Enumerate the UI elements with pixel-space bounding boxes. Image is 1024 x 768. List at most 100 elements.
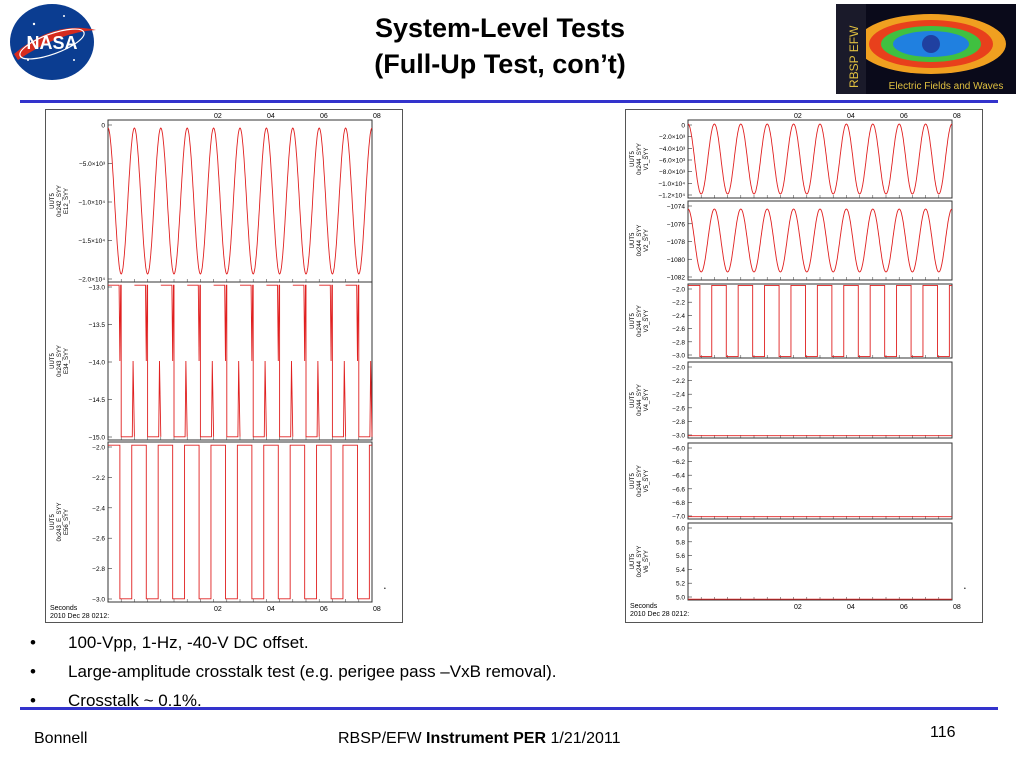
plot-panel: −13.0 −13.5 −14.0 −14.5 −15.0 UUT5 0x243_SYY E3… — [50, 281, 373, 442]
y-tick-label: −3.0 — [92, 597, 105, 604]
y-tick-label: −8.0×10³ — [659, 169, 686, 176]
y-axis-label: 0x243_E_SYY — [57, 502, 63, 541]
y-tick-label: −1076 — [667, 221, 686, 228]
panel-frame — [687, 200, 953, 281]
y-tick-label: −2.6 — [672, 405, 685, 412]
footer-date: 1/21/2011 — [546, 730, 621, 747]
y-axis-label: 0x244_SYY — [637, 465, 643, 497]
y-tick-label: −2.8 — [672, 339, 685, 346]
panel-frame — [687, 119, 953, 199]
panel-frame — [107, 119, 373, 283]
y-axis-label: UUT5 — [630, 473, 636, 489]
y-tick-label: −14.5 — [89, 397, 106, 404]
y-axis-label: UUT5 — [50, 193, 56, 209]
signal-trace — [688, 285, 952, 357]
signal-trace — [687, 123, 953, 195]
y-tick-label: −6.8 — [672, 500, 685, 507]
y-tick-label: −2.2 — [92, 475, 105, 482]
top-time-tick: 02 — [794, 113, 802, 120]
y-tick-label: −1080 — [667, 257, 686, 264]
top-time-tick: 04 — [267, 113, 275, 120]
y-tick-label: 5.8 — [676, 539, 685, 546]
y-tick-label: −2.0 — [672, 365, 685, 372]
y-axis-label: V3_SYY — [644, 310, 650, 333]
top-time-tick: 04 — [847, 113, 855, 120]
y-tick-label: −2.4 — [92, 505, 105, 512]
y-tick-label: −1078 — [667, 239, 686, 246]
bottom-time-tick: 08 — [953, 604, 961, 611]
y-axis-label: 0x244_SYY — [637, 305, 643, 337]
slide-title: System-Level Tests (Full-Up Test, con’t) — [250, 10, 750, 82]
y-axis-label: UUT5 — [630, 392, 636, 408]
plot-panel: 6.0 5.8 5.6 5.4 5.2 5.0 UUT5 0x244_SYY V6_SYY — [630, 522, 953, 602]
y-tick-label: −3.0 — [672, 433, 685, 440]
y-tick-label: −1082 — [667, 275, 686, 282]
footer-project: RBSP/EFW — [338, 730, 427, 747]
y-axis-label: 0x244_SYY — [637, 384, 643, 416]
y-tick-label: −15.0 — [89, 435, 106, 442]
y-axis-label: 0x244_SYY — [637, 546, 643, 578]
y-axis-label: 0x244_SYY — [637, 225, 643, 257]
footer-rule — [20, 707, 998, 710]
bottom-time-tick: 06 — [900, 604, 908, 611]
y-tick-label: −6.2 — [672, 459, 685, 466]
y-axis-label: 0x242_SYY — [57, 185, 63, 217]
svg-text:NASA: NASA — [26, 33, 77, 53]
y-axis-label: V1_SYY — [644, 148, 650, 171]
y-axis-label: E56_SYY — [64, 509, 70, 535]
rbsp-efw-logo-text: RBSP EFW — [847, 25, 861, 88]
y-axis-label: UUT5 — [630, 553, 636, 569]
bottom-time-tick: 04 — [267, 606, 275, 613]
y-tick-label: 6.0 — [676, 526, 685, 533]
y-tick-label: −2.0 — [672, 287, 685, 294]
y-tick-label: 0 — [681, 123, 685, 130]
footer-author: Bonnell — [34, 730, 88, 747]
timestamp-mark: • — [384, 586, 386, 592]
y-tick-label: 5.4 — [676, 567, 685, 574]
y-tick-label: −2.0 — [92, 445, 105, 452]
top-time-tick: 02 — [214, 113, 222, 120]
y-tick-label: −6.6 — [672, 486, 685, 493]
time-axis-date: 2010 Dec 28 0212: — [50, 613, 109, 620]
top-time-tick: 08 — [953, 113, 961, 120]
y-tick-label: −3.0 — [672, 353, 685, 360]
nasa-logo: NASA — [4, 2, 100, 82]
y-tick-label: −2.8 — [92, 566, 105, 573]
plot-panel: −6.0 −6.2 −6.4 −6.6 −6.8 −7.0 UUT5 0x244_SYY V5_… — [630, 442, 953, 521]
header-rule — [20, 100, 998, 103]
bullet-item: Large-amplitude crosstalk test (e.g. per… — [30, 657, 557, 686]
panel-frame — [687, 361, 953, 439]
time-axis-label: Seconds — [50, 605, 78, 612]
bottom-time-tick: 06 — [320, 606, 328, 613]
page-number: 116 — [930, 724, 956, 741]
y-tick-label: −2.4 — [672, 392, 685, 399]
right-plot-svg: 02 04 06 08 0 −2.0×10³ −4.0×10³ −6.0×10³ −8.0×10… — [630, 113, 966, 618]
signal-trace — [108, 444, 372, 600]
left-plot-svg: 02 04 06 08 0 −5.0×10³ −1.0×10⁴ −1.5×10⁴ −2.0×10… — [50, 113, 386, 620]
y-axis-label: V6_SYY — [644, 550, 650, 573]
y-axis-label: 0x244_SYY — [637, 143, 643, 175]
top-time-tick: 06 — [900, 113, 908, 120]
y-tick-label: −2.2 — [672, 300, 685, 307]
y-axis-label: V4_SYY — [644, 389, 650, 412]
bullet-list: 100-Vpp, 1-Hz, -40-V DC offset. Large-am… — [30, 628, 557, 715]
y-axis-label: V5_SYY — [644, 470, 650, 493]
plot-panel: −2.0 −2.2 −2.4 −2.6 −2.8 −3.0 UUT5 0x244_SYY V3_… — [630, 283, 953, 360]
signal-trace — [108, 284, 373, 438]
y-tick-label: −2.0×10⁴ — [78, 277, 105, 284]
y-tick-label: −2.8 — [672, 419, 685, 426]
y-tick-label: −2.2 — [672, 378, 685, 385]
y-tick-label: −1074 — [667, 204, 686, 211]
bullet-item: 100-Vpp, 1-Hz, -40-V DC offset. — [30, 628, 557, 657]
panel-frame — [687, 283, 953, 359]
y-tick-label: 5.0 — [676, 595, 685, 602]
y-tick-label: −14.0 — [89, 360, 106, 367]
y-tick-label: −2.6 — [92, 536, 105, 543]
bullet-item: Crosstalk ~ 0.1%. — [30, 686, 557, 715]
y-tick-label: −13.5 — [89, 322, 106, 329]
time-axis-label: Seconds — [630, 603, 658, 610]
y-tick-label: 5.2 — [676, 581, 685, 588]
y-axis-label: E12_SYY — [64, 188, 70, 214]
y-tick-label: −6.0×10³ — [659, 158, 686, 165]
y-tick-label: 0 — [101, 123, 105, 130]
